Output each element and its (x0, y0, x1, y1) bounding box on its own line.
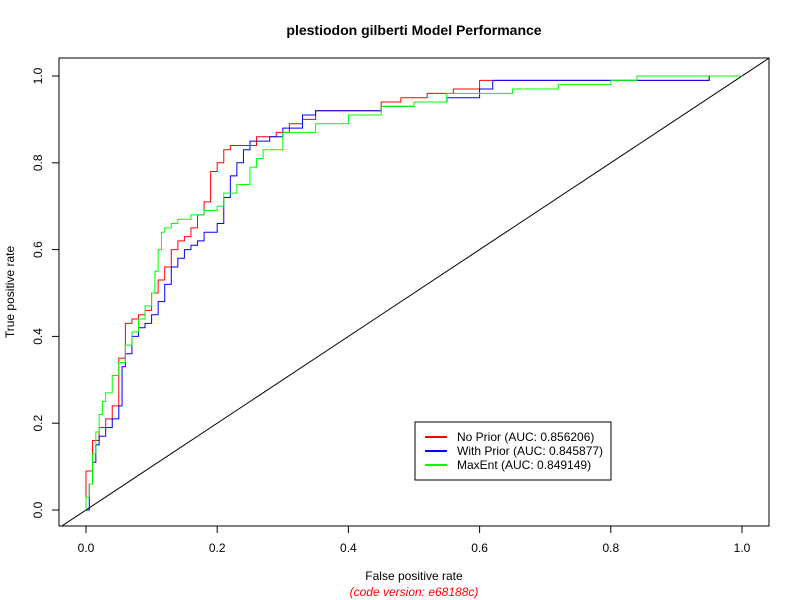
x-axis-label: False positive rate (365, 569, 463, 583)
reference-diagonal-line (60, 58, 769, 526)
x-tick-label: 0.0 (78, 541, 95, 555)
y-axis: 0.0 0.2 0.4 0.6 0.8 1.0 (31, 67, 60, 518)
y-tick-label: 0.6 (31, 241, 45, 258)
y-axis-label: True positive rate (3, 246, 17, 339)
x-tick-label: 0.4 (340, 541, 357, 555)
roc-curve-3 (85, 75, 742, 510)
y-tick-label: 0.2 (31, 415, 45, 432)
x-tick-label: 0.8 (602, 541, 619, 555)
x-axis: 0.0 0.2 0.4 0.6 0.8 1.0 (78, 525, 751, 555)
chart-title: plestiodon gilberti Model Performance (286, 22, 541, 38)
y-tick-label: 1.0 (31, 67, 45, 84)
x-tick-label: 1.0 (734, 541, 751, 555)
legend-box (414, 421, 612, 481)
x-tick-label: 0.6 (471, 541, 488, 555)
plot-area (60, 58, 769, 526)
y-tick-label: 0.4 (31, 328, 45, 345)
y-tick-label: 0.8 (31, 154, 45, 171)
roc-curve-1 (85, 75, 742, 510)
y-tick-label: 0.0 (31, 501, 45, 518)
code-version-note: (code version: e68188c) (350, 585, 479, 599)
legend-label: No Prior (AUC: 0.856206) (457, 430, 594, 444)
legend: No Prior (AUC: 0.856206)With Prior (AUC:… (414, 421, 612, 481)
legend-label: MaxEnt (AUC: 0.849149) (457, 458, 591, 472)
legend-label: With Prior (AUC: 0.845877) (457, 444, 603, 458)
x-tick-label: 0.2 (209, 541, 226, 555)
